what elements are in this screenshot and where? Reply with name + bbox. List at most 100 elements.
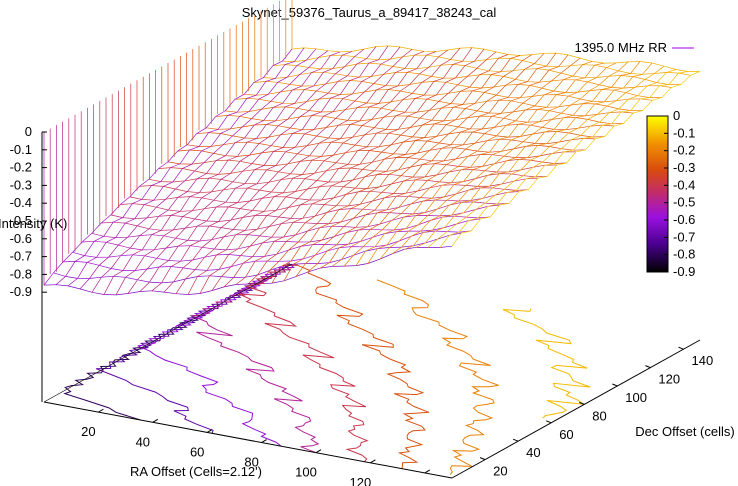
colorbar-tick-label: -0.6 [673,212,695,227]
y-tick-label: 60 [559,427,573,442]
mesh-line [187,138,596,148]
mesh-line [247,51,497,285]
y-tick-label: 20 [493,464,507,479]
x-tick [424,469,431,474]
y-tick [612,383,618,387]
y-tick-label: 100 [625,390,647,405]
mesh-line [187,51,437,295]
z-tick-label: -0.1 [10,142,32,157]
mesh-line [199,49,449,294]
x-tick [315,449,322,454]
mesh-line [367,62,617,264]
base-edge-line [43,263,293,403]
colorbar-tick-label: -0.5 [673,195,695,210]
y-tick [546,420,552,424]
mesh-line [110,191,519,222]
mesh-line [415,65,665,248]
z-tick-label: -0.8 [10,266,32,281]
mesh-line [225,106,634,117]
x-tick-label: 80 [244,455,258,470]
mesh-line [355,62,605,266]
z-tick-label: -0.3 [10,177,32,192]
mesh-line [244,89,653,103]
mesh-line [211,47,461,291]
x-axis-label: RA Offset (Cells=2.12') [130,464,262,479]
z-tick-label: -0.4 [10,195,32,210]
contour-line [502,308,591,419]
mesh-line [307,52,557,273]
x-tick [261,439,267,443]
mesh-line [403,62,653,250]
mesh-line [439,71,689,248]
x-tick-label: 20 [81,424,95,439]
mesh-line [151,46,401,292]
y-tick-label: 40 [526,445,540,460]
x-tick-label: 100 [295,465,317,480]
y-axis-line [451,339,701,479]
mesh-line [223,47,473,288]
y-tick [512,438,519,442]
z-tick-label: 0 [25,124,32,139]
x-tick-label: 120 [350,475,372,486]
y-tick-label: 140 [692,353,714,368]
x-tick-label: 60 [190,444,204,459]
y-tick [479,457,486,461]
mesh-line [283,54,533,281]
colorbar-tick-label: -0.3 [673,160,695,175]
surface-mesh [43,0,701,296]
y-tick-label: 80 [592,408,606,423]
mesh-line [271,55,521,284]
mesh-line [379,61,629,260]
x-axis-line [43,401,453,479]
mesh-line [206,123,615,131]
x-tick [152,418,159,423]
z-tick-label: -0.9 [10,284,32,299]
z-tick-label: -0.7 [10,249,32,264]
colorbar-tick-label: -0.4 [673,177,695,192]
contour-line [238,264,369,463]
x-tick-label: 140 [404,485,426,486]
contour-line [137,263,296,447]
mesh-line [67,48,317,287]
contour-line [95,264,299,434]
z-axis-label: Intensity (K) [0,216,67,231]
x-tick [370,459,376,464]
mesh-line [343,61,593,267]
mesh-line [451,71,701,247]
mesh-line [235,48,485,285]
y-tick [678,346,684,350]
mesh-line [79,50,329,290]
mesh-line [331,57,581,267]
mesh-line [167,151,577,166]
mesh-line [103,51,353,295]
mesh-line [55,47,305,285]
x-tick [206,428,213,433]
z-tick-label: -0.6 [10,231,32,246]
mesh-line [91,204,500,242]
mesh-line [91,51,341,293]
mesh-line [427,69,677,248]
z-tick-label: -0.5 [10,213,32,228]
colorbar-ticks: 0 -0.1 -0.2 -0.3 -0.4 -0.5 -0.6 -0.7 -0.8 -0.9 [664,108,695,279]
y-axis-label: Dec Offset (cells) [635,424,734,439]
mesh-line [319,54,569,269]
colorbar-tick-label: -0.9 [673,264,695,279]
legend: 1395.0 MHz RR [575,40,694,55]
y-tick [645,365,651,369]
mesh-line [391,61,641,255]
colorbar-tick-label: -0.8 [673,247,695,262]
colorbar-tick-label: -0.2 [673,143,695,158]
x-tick-label: 40 [136,434,150,449]
mesh-line [263,71,672,89]
base-contours [63,263,591,475]
axes: 20 40 60 80 100 120 140 20 40 60 80 100 120 140 0 -0.1 -… [10,124,714,486]
mesh-line [127,46,377,294]
contour-line [376,279,499,475]
contour-line [189,263,320,454]
colorbar-tick-label: 0 [673,108,680,123]
z-tick-label: -0.2 [10,160,32,175]
mesh-line [163,49,413,293]
colorbar-tick-label: -0.1 [673,125,695,140]
